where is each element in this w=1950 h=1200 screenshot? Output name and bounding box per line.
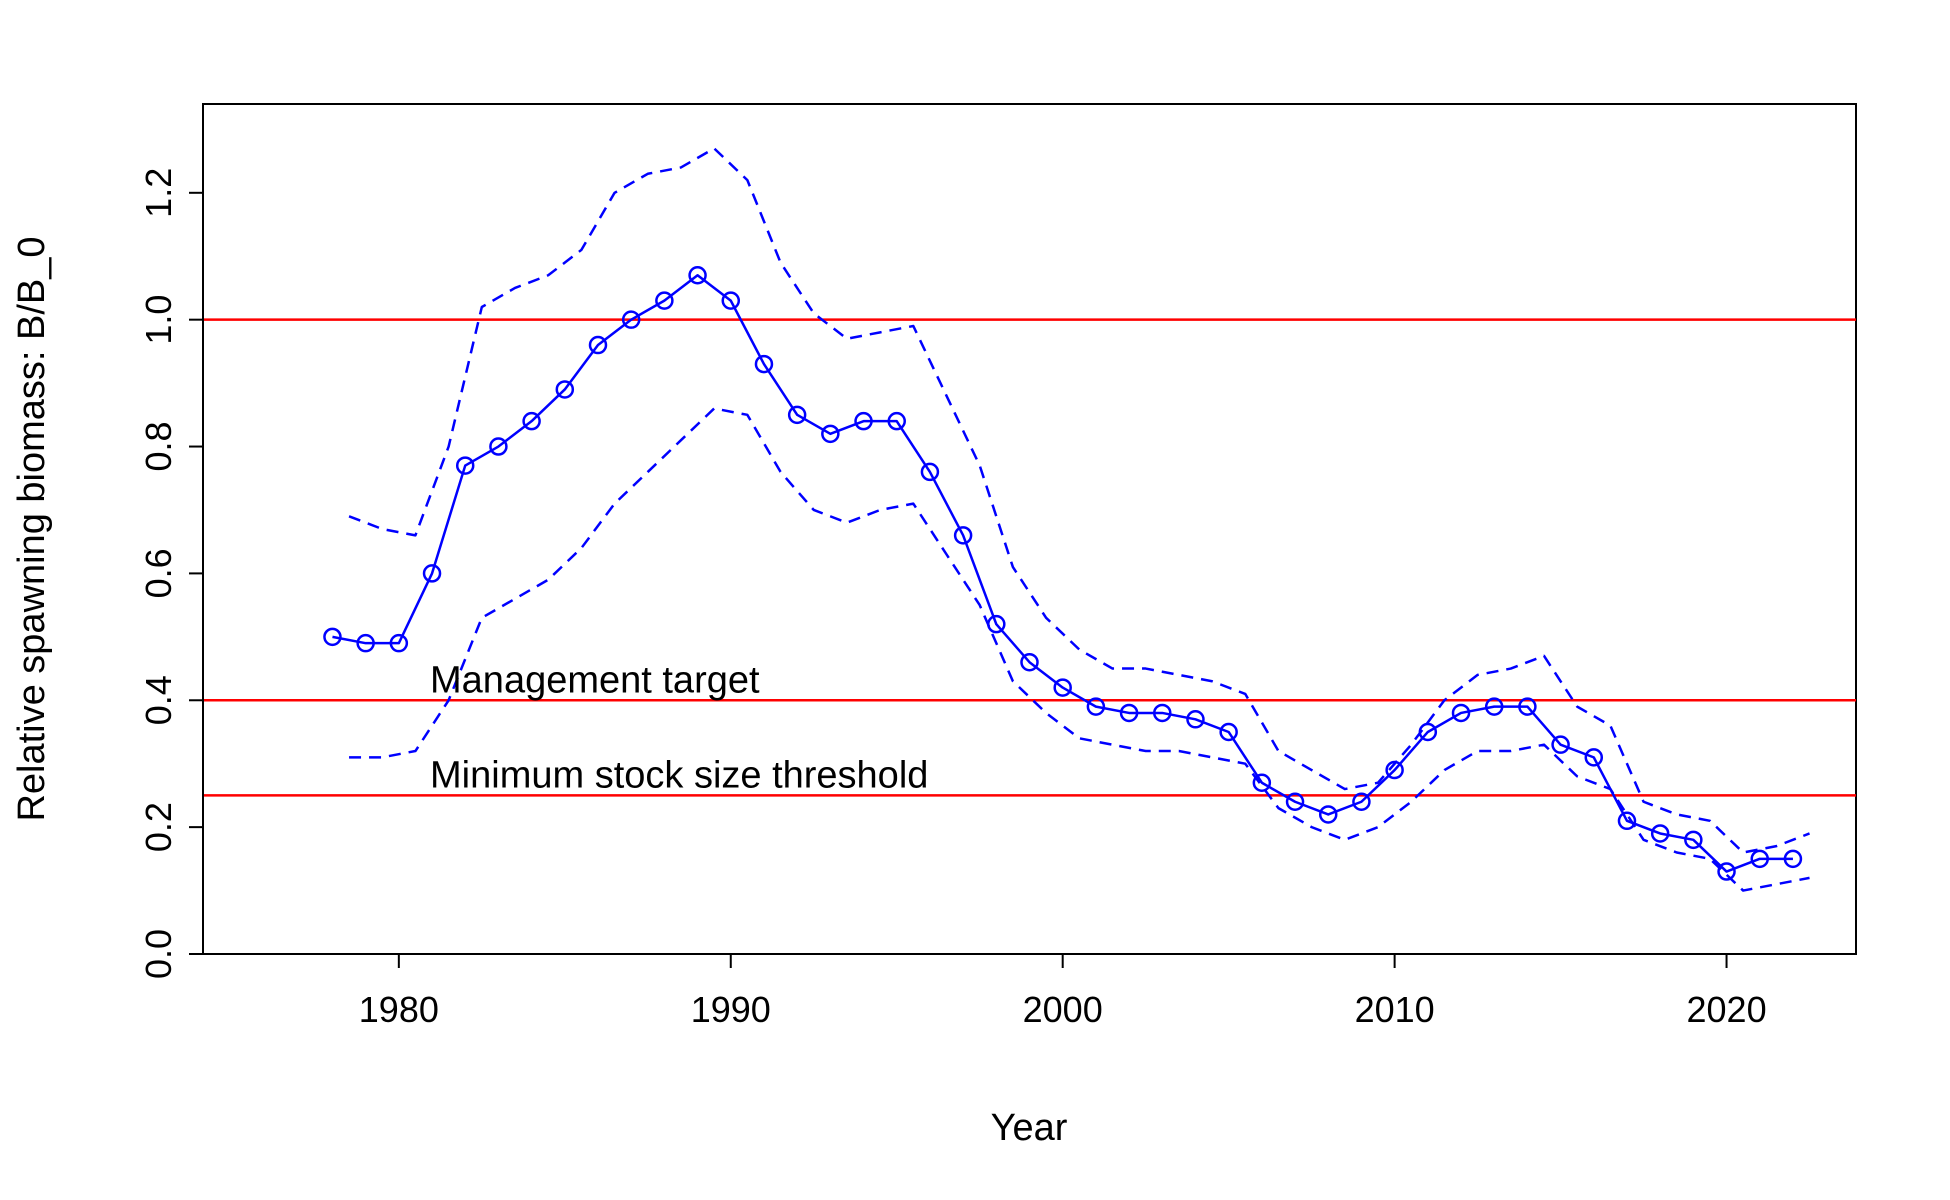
x-axis-label: Year xyxy=(991,1107,1068,1149)
y-tick-label: 0.8 xyxy=(138,422,179,472)
data-point xyxy=(588,335,608,355)
data-point xyxy=(1186,710,1205,729)
reference-label-1: Management target xyxy=(430,659,760,701)
x-tick-label: 2020 xyxy=(1687,989,1767,1030)
x-tick-label: 2000 xyxy=(1023,989,1103,1030)
interval-line-2 xyxy=(349,407,1810,892)
data-point xyxy=(1153,703,1172,723)
data-point xyxy=(1650,824,1670,843)
data-point xyxy=(1318,805,1338,824)
data-point xyxy=(1584,748,1604,767)
data-point xyxy=(721,291,741,310)
data-point xyxy=(655,291,674,310)
x-tick-label: 1990 xyxy=(691,989,771,1030)
annotations: Management target Minimum stock size thre… xyxy=(430,659,928,796)
data-point xyxy=(455,456,475,475)
data-point xyxy=(1551,735,1570,754)
data-point xyxy=(1617,811,1637,831)
data-point xyxy=(1783,849,1803,869)
data-point xyxy=(953,526,973,545)
data-point xyxy=(821,424,840,444)
data-point xyxy=(887,411,906,431)
data-point xyxy=(1352,792,1371,812)
data-point xyxy=(787,405,807,425)
data-point xyxy=(1020,652,1039,672)
y-tick-label: 0.0 xyxy=(138,929,179,979)
data-point xyxy=(1119,703,1139,723)
data-point xyxy=(1684,830,1703,850)
estimate-line xyxy=(332,274,1793,873)
data-point xyxy=(323,627,342,647)
plot-frame xyxy=(202,103,1857,955)
data-point xyxy=(920,462,940,482)
data-point xyxy=(555,380,575,399)
data-point xyxy=(1252,773,1272,792)
data-point xyxy=(688,266,707,285)
data-point xyxy=(854,411,873,431)
data-point xyxy=(1750,849,1769,869)
data-point xyxy=(1219,722,1238,742)
reference-label-2: Minimum stock size threshold xyxy=(430,754,928,796)
data-point xyxy=(1717,862,1736,881)
x-tick-label: 2010 xyxy=(1355,989,1435,1030)
data-point xyxy=(1484,697,1504,716)
interval-line-1 xyxy=(348,147,1810,854)
data-point xyxy=(422,564,442,583)
x-axis: 1980 1990 2000 2010 2020 xyxy=(359,953,1767,1030)
series-layer xyxy=(323,147,1810,892)
data-point xyxy=(1518,697,1537,716)
y-tick-label: 1.0 xyxy=(138,295,179,345)
y-tick-label: 1.2 xyxy=(138,168,179,218)
data-point xyxy=(1451,703,1471,723)
data-point xyxy=(621,310,641,329)
data-point xyxy=(1086,697,1106,716)
y-tick-label: 0.6 xyxy=(138,548,179,598)
data-point xyxy=(389,633,409,653)
data-point xyxy=(1285,792,1305,812)
x-tick-label: 1980 xyxy=(359,989,439,1030)
y-tick-label: 0.2 xyxy=(138,802,179,852)
data-point xyxy=(489,437,508,456)
reference-lines xyxy=(203,318,1856,797)
y-axis: 0.0 0.2 0.4 0.6 0.8 1.0 1.2 xyxy=(138,168,204,979)
data-point xyxy=(1053,678,1072,697)
data-point xyxy=(522,411,541,431)
data-point xyxy=(754,354,774,374)
data-point xyxy=(356,633,375,653)
y-tick-label: 0.4 xyxy=(138,675,179,725)
y-axis-label: Relative spawning biomass: B/B_0 xyxy=(11,236,53,821)
